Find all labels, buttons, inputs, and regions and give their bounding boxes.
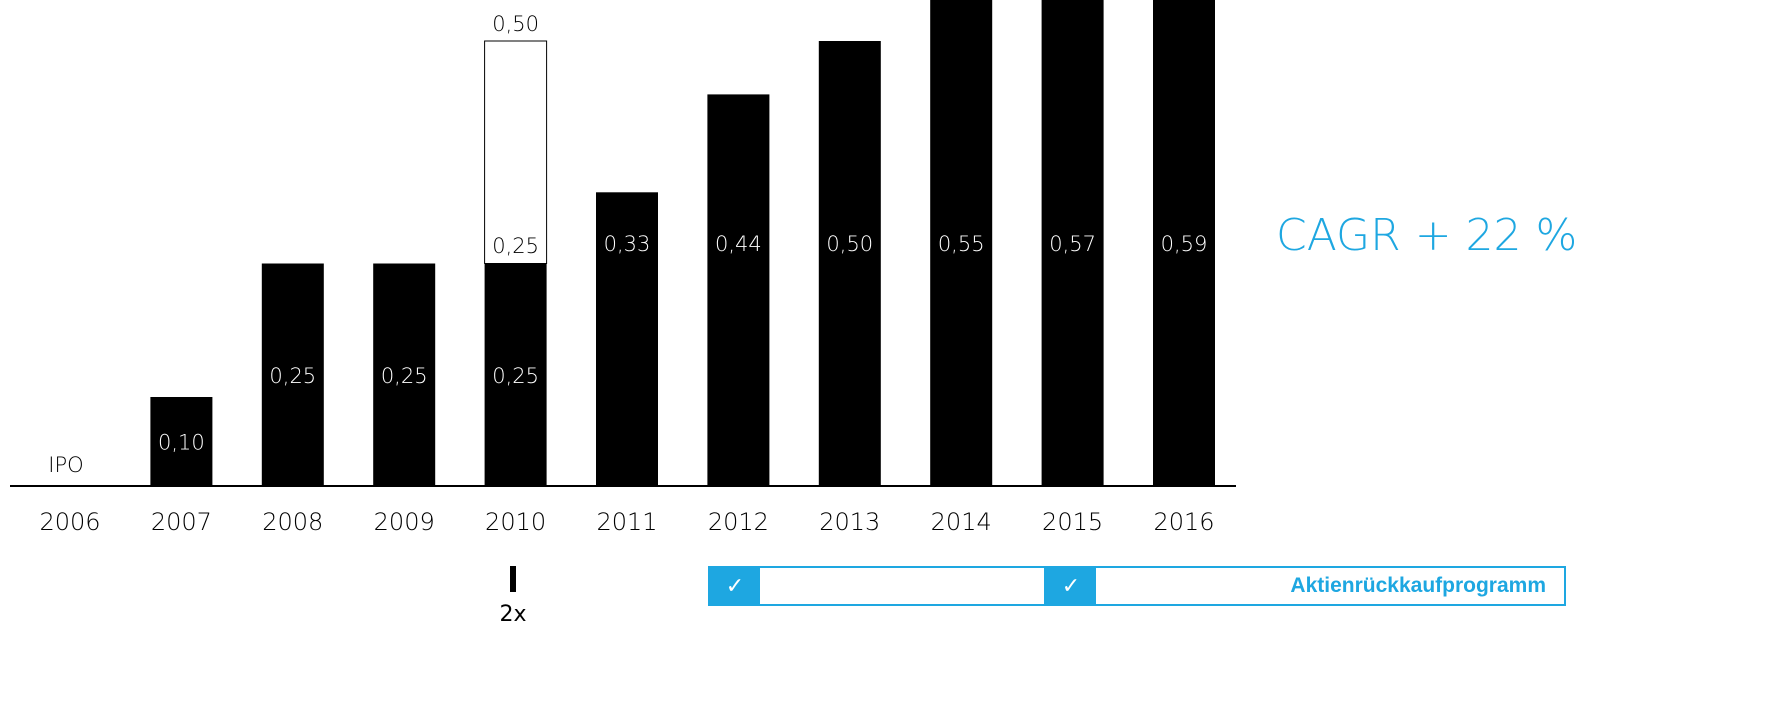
bar-2015-segment-1: [1041, 0, 1104, 486]
bar-value-label: 0,25: [269, 364, 316, 388]
x-tick-label: 2009: [374, 508, 435, 536]
bar-value-label: 0,25: [492, 234, 539, 258]
bar-2013-segment-1: [818, 41, 881, 486]
legend-item-2: ✓ Aktienrückkaufprogramm: [1044, 566, 1566, 606]
bar-value-label: 0,25: [492, 364, 539, 388]
x-tick-label: 2013: [819, 508, 880, 536]
checkmark-icon: ✓: [710, 568, 760, 604]
cagr-label: CAGR + 22 %: [1276, 210, 1578, 261]
bar-2011-segment-1: [596, 192, 658, 487]
x-tick-label: 2016: [1153, 508, 1214, 536]
bar-2008-segment-1: [261, 263, 324, 486]
ipo-annotation: IPO: [48, 453, 83, 477]
bar-total-label: 0,50: [492, 12, 539, 36]
bar-value-label: 0,25: [381, 364, 428, 388]
bar-value-label: 0,55: [938, 232, 985, 256]
bar-value-label: 0,59: [1161, 232, 1208, 256]
x-tick-label: 2006: [39, 508, 100, 536]
bar-value-label: 0,57: [1049, 232, 1096, 256]
bar-2014-segment-1: [930, 0, 993, 486]
x-tick-label: 2010: [485, 508, 546, 536]
bar-2009-segment-1: [373, 263, 436, 486]
bar-value-label: 0,44: [715, 232, 762, 256]
x-tick-label: 2011: [596, 508, 657, 536]
special-dividend-marker: [510, 566, 516, 592]
bar-2012-segment-1: [707, 94, 770, 487]
bar-value-label: 0,10: [158, 431, 205, 455]
special-dividend-marker-label: 2x: [499, 602, 527, 627]
x-tick-label: 2015: [1042, 508, 1103, 536]
bar-value-label: 0,50: [826, 232, 873, 256]
x-tick-label: 2012: [708, 508, 769, 536]
x-tick-label: 2008: [262, 508, 323, 536]
checkmark-icon: ✓: [1046, 568, 1096, 604]
x-tick-label: 2007: [151, 508, 212, 536]
bar-value-label: 0,33: [604, 232, 651, 256]
bar-2007-segment-1: [150, 397, 213, 486]
legend-item-2-text: Aktienrückkaufprogramm: [1290, 574, 1546, 597]
bar-2016-segment-1: [1153, 0, 1215, 486]
bar-2010-segment-1: [484, 263, 547, 486]
legend-item-1: ✓: [708, 566, 1046, 606]
x-tick-label: 2014: [931, 508, 992, 536]
bar-2010-segment-2: [484, 40, 548, 264]
